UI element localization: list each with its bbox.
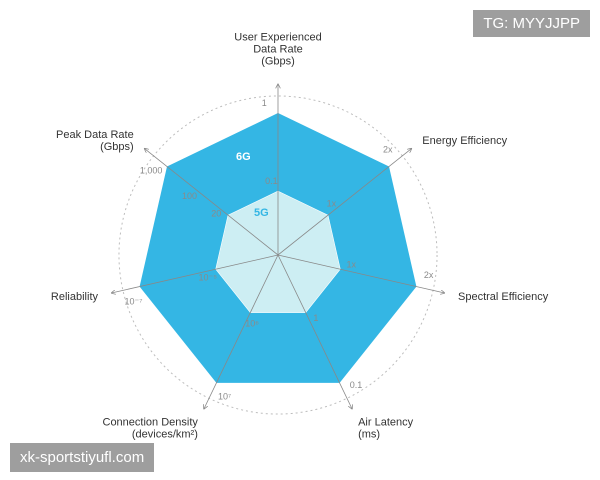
axis-label-latency-line-1: Air Latency xyxy=(358,416,414,428)
axis-label-latency-line-2: (ms) xyxy=(358,428,380,440)
tick-label-spectral-0: 1x xyxy=(346,259,356,269)
watermark-bottom-left: xk-sportstiyufl.com xyxy=(10,443,155,472)
tick-label-energy-0: 1x xyxy=(327,198,337,208)
tick-label-user_rate-1: 1 xyxy=(262,98,267,108)
axis-energy xyxy=(277,149,411,256)
axis-label-reliability-line-1: Reliability xyxy=(51,291,99,303)
tick-label-latency-1: 0.1 xyxy=(350,380,363,390)
axis-label-user_rate-line-2: Data Rate xyxy=(253,43,303,55)
tick-label-peak_rate-0: 20 xyxy=(211,209,221,219)
axis-label-peak_rate-line-1: Peak Data Rate xyxy=(56,129,134,141)
tick-label-peak_rate-1: 100 xyxy=(182,191,197,201)
tick-label-spectral-1: 2x xyxy=(424,270,434,280)
tick-label-latency-0: 1 xyxy=(313,313,318,323)
tick-label-density-1: 10⁷ xyxy=(218,392,231,402)
axis-peak_rate xyxy=(145,149,279,256)
tick-label-reliability-1: 10⁻⁷ xyxy=(124,296,142,306)
tick-labels: 0.1 1 1x 2x 1x 2x 1 0.1 10⁶ 10⁷ 10⁻⁵ 10⁻⁷ 20 100 1,000 xyxy=(124,98,433,402)
watermark-top-right: TG: MYYJJPP xyxy=(473,10,590,37)
axis-latency xyxy=(277,254,352,409)
axis-label-user_rate-line-3: (Gbps) xyxy=(261,55,295,67)
axis-label-user_rate-line-1: User Experienced xyxy=(234,31,321,43)
grid-ring-4 xyxy=(118,95,438,415)
axis-density xyxy=(204,254,279,409)
series-label-6g: 6G xyxy=(236,151,251,163)
axis-label-density-line-1: Connection Density xyxy=(103,416,199,428)
tick-label-energy-1: 2x xyxy=(383,144,393,154)
axis-label-density-line-2: (devices/km²) xyxy=(132,428,198,440)
axis-label-spectral-line-1: Spectral Efficiency xyxy=(458,291,549,303)
axis-reliability xyxy=(112,254,279,293)
series-label-5g: 5G xyxy=(254,207,269,219)
axis-label-peak_rate-line-2: (Gbps) xyxy=(100,141,134,153)
tick-label-density-0: 10⁶ xyxy=(245,319,259,329)
axis-lines xyxy=(112,85,444,409)
tick-label-user_rate-0: 0.1 xyxy=(265,176,278,186)
tick-label-reliability-0: 10⁻⁵ xyxy=(198,272,217,282)
axis-label-energy-line-1: Energy Efficiency xyxy=(422,135,507,147)
tick-label-peak_rate-2: 1,000 xyxy=(140,166,163,176)
axis-spectral xyxy=(277,254,444,293)
